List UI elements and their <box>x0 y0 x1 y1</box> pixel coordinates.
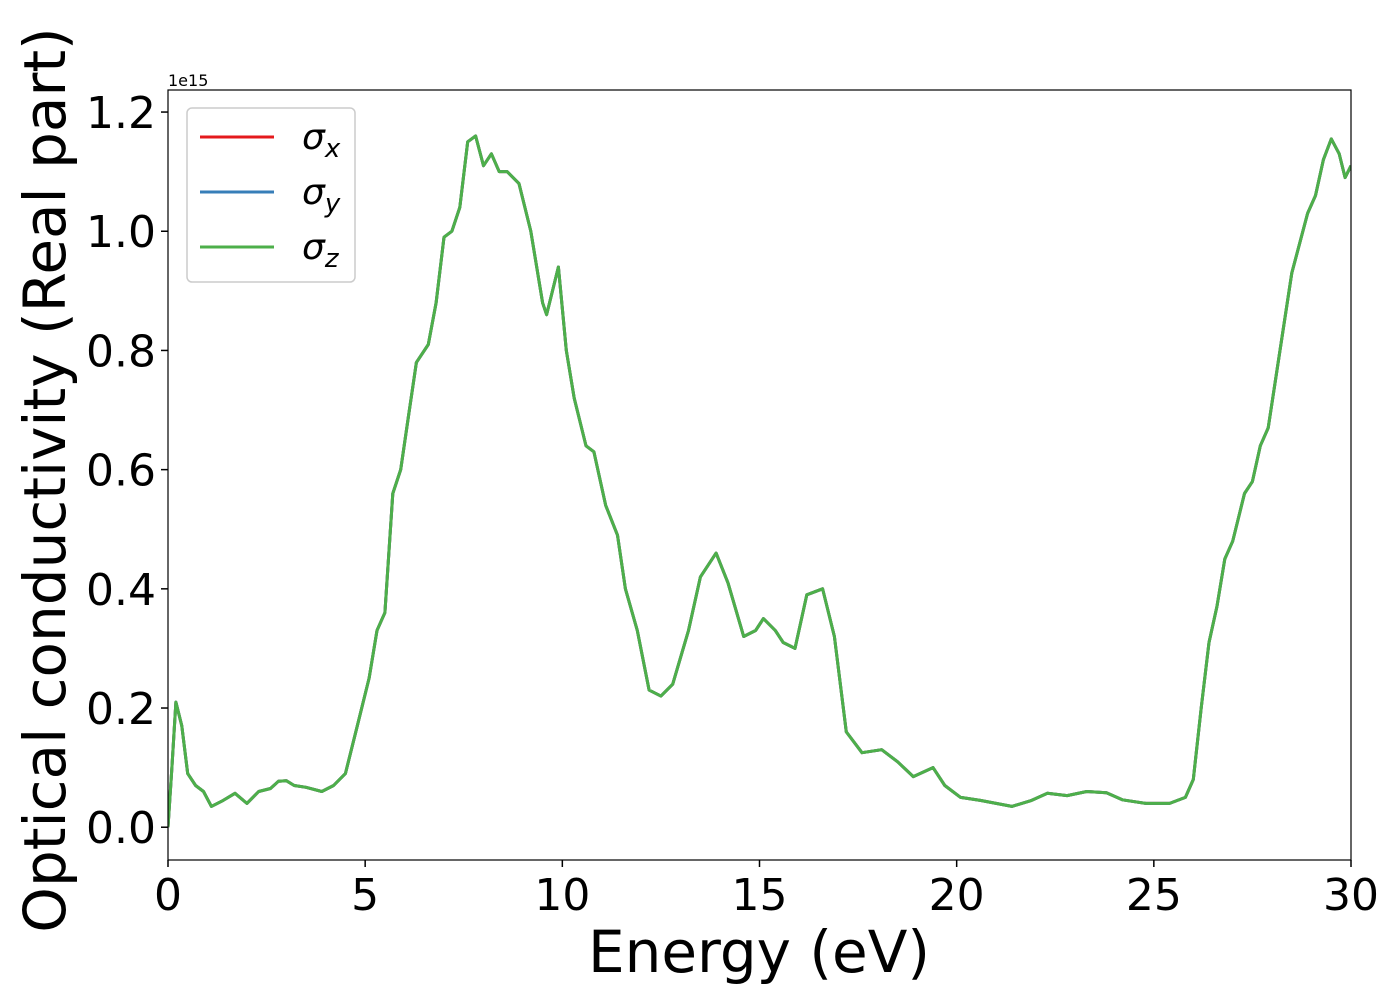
legend-label: σy <box>302 172 341 219</box>
x-axis-label: Energy (eV) <box>588 918 930 986</box>
x-tick-label: 10 <box>534 870 590 921</box>
x-tick-label: 30 <box>1323 870 1379 921</box>
y-tick-label: 1.0 <box>86 207 156 258</box>
y-tick-label: 1.2 <box>86 88 156 139</box>
y-tick-label: 0.0 <box>86 803 156 854</box>
x-tick-label: 5 <box>351 870 379 921</box>
plot-frame <box>167 89 1352 861</box>
y-tick-label: 0.6 <box>86 446 156 497</box>
y-tick-label: 0.4 <box>86 565 156 616</box>
y-tick-label: 0.2 <box>86 684 156 735</box>
y-tick-label: 0.8 <box>86 326 156 377</box>
y-offset-label: 1e15 <box>168 71 208 90</box>
x-tick-label: 15 <box>732 870 788 921</box>
y-axis-label: Optical conductivity (Real part) <box>11 27 79 932</box>
legend-label: σx <box>302 117 341 164</box>
legend-label: σz <box>302 227 340 274</box>
x-tick-label: 20 <box>929 870 985 921</box>
series-line <box>168 134 1351 828</box>
x-tick-label: 25 <box>1126 870 1182 921</box>
legend-box <box>186 107 356 283</box>
x-tick-label: 0 <box>154 870 182 921</box>
